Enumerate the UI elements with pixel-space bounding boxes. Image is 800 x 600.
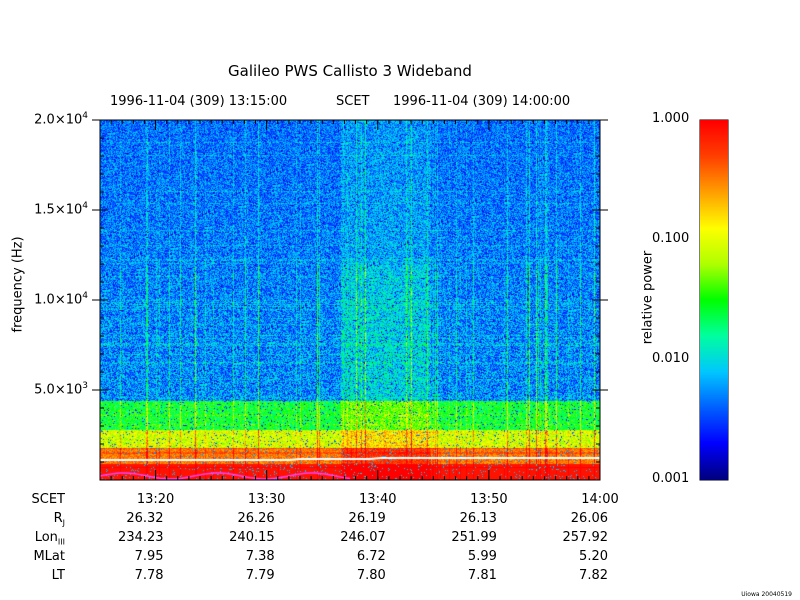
ephemeris-value: 26.13	[459, 511, 497, 526]
ephemeris-row-label: RJ	[53, 511, 65, 528]
ephemeris-row-label: LonIII	[34, 530, 65, 547]
chart-title: Galileo PWS Callisto 3 Wideband	[228, 62, 472, 80]
y-tick-label: 1.5×104	[34, 201, 88, 218]
ephemeris-value: 7.79	[245, 568, 275, 583]
time-label: SCET	[336, 94, 370, 109]
time-end: 1996-11-04 (309) 14:00:00	[393, 94, 571, 109]
ephemeris-value: 7.82	[579, 568, 608, 583]
ephemeris-value: 7.81	[467, 568, 497, 583]
plot-border	[99, 119, 601, 481]
y-tick-label: 1.0×104	[34, 291, 88, 308]
colorbar-tick-label: 0.001	[652, 471, 690, 486]
ephemeris-value: 7.80	[356, 568, 386, 583]
ephemeris-value: 257.92	[562, 530, 609, 545]
ephemeris-value: 13:50	[470, 492, 508, 507]
ephemeris-value: 13:40	[359, 492, 397, 507]
colorbar-tick-label: 0.010	[652, 351, 690, 366]
ephemeris-value: 234.23	[118, 530, 164, 545]
ephemeris-value: 26.06	[570, 511, 608, 526]
ephemeris-value: 26.19	[348, 511, 386, 526]
ephemeris-value: 240.15	[229, 530, 275, 545]
time-start: 1996-11-04 (309) 13:15:00	[110, 94, 288, 109]
colorbar	[700, 120, 728, 480]
ephemeris-value: 5.99	[467, 549, 497, 564]
ephemeris-value: 246.07	[340, 530, 386, 545]
ephemeris-value: 14:00	[581, 492, 619, 507]
colorbar-tick-label: 1.000	[652, 111, 690, 126]
colorbar-label: relative power	[640, 250, 656, 345]
ephemeris-value: 26.26	[237, 511, 275, 526]
ephemeris-value: 7.95	[134, 549, 164, 564]
y-tick-label: 2.0×104	[34, 111, 88, 128]
ephemeris-value: 6.72	[356, 549, 386, 564]
spectrogram	[100, 120, 600, 480]
ephemeris-value: 13:20	[136, 492, 175, 507]
ephemeris-value: 7.78	[134, 568, 164, 583]
credit-stamp: Uiowa 20040519	[741, 591, 792, 598]
colorbar-tick-label: 0.100	[652, 231, 690, 246]
ephemeris-row-label: LT	[51, 568, 65, 583]
ephemeris-row-label: MLat	[33, 549, 65, 564]
ephemeris-row-label: SCET	[31, 492, 65, 507]
ephemeris-value: 7.38	[245, 549, 275, 564]
ephemeris-value: 5.20	[579, 549, 608, 564]
ephemeris-value: 26.32	[126, 511, 164, 526]
ephemeris-value: 13:30	[247, 492, 286, 507]
y-tick-label: 5.0×103	[34, 381, 88, 398]
ephemeris-value: 251.99	[451, 530, 497, 545]
